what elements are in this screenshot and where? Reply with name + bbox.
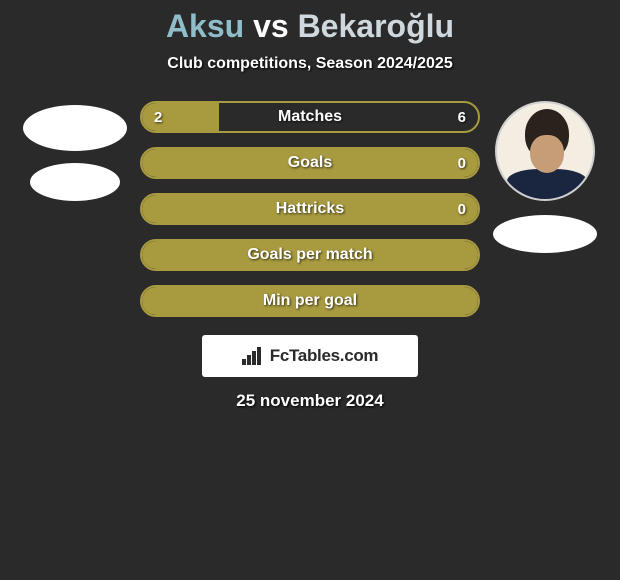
player2-name: Bekaroğlu	[298, 8, 454, 44]
logo-text: FcTables.com	[270, 346, 379, 366]
stat-bar: Min per goal	[140, 285, 480, 317]
title-row: Aksu vs Bekaroğlu	[0, 8, 620, 45]
player2-avatar-col	[490, 101, 600, 253]
player1-avatar-icon	[23, 105, 127, 151]
stat-label: Min per goal	[142, 292, 478, 310]
player1-name: Aksu	[166, 8, 244, 44]
player2-flag-icon	[493, 215, 597, 253]
stat-value-right: 0	[458, 155, 466, 172]
player1-avatar-col	[20, 101, 130, 201]
player1-flag-icon	[30, 163, 120, 201]
comparison-card: Aksu vs Bekaroğlu Club competitions, Sea…	[0, 0, 620, 411]
stat-label: Matches	[142, 108, 478, 126]
stat-value-right: 6	[458, 109, 466, 126]
footer-date: 25 november 2024	[0, 391, 620, 411]
stat-bar: Goals per match	[140, 239, 480, 271]
stat-bar: Goals0	[140, 147, 480, 179]
stat-value-right: 0	[458, 201, 466, 218]
subtitle: Club competitions, Season 2024/2025	[0, 55, 620, 73]
logo-bars-icon	[242, 347, 264, 365]
stat-bar: Hattricks0	[140, 193, 480, 225]
stat-bar: 2Matches6	[140, 101, 480, 133]
stat-label: Goals per match	[142, 246, 478, 264]
stats-bars: 2Matches6Goals0Hattricks0Goals per match…	[140, 101, 480, 317]
logo-box: FcTables.com	[202, 335, 418, 377]
stat-label: Hattricks	[142, 200, 478, 218]
player2-avatar-icon	[495, 101, 595, 201]
body-row: 2Matches6Goals0Hattricks0Goals per match…	[0, 101, 620, 317]
stat-label: Goals	[142, 154, 478, 172]
vs-label: vs	[253, 8, 289, 44]
